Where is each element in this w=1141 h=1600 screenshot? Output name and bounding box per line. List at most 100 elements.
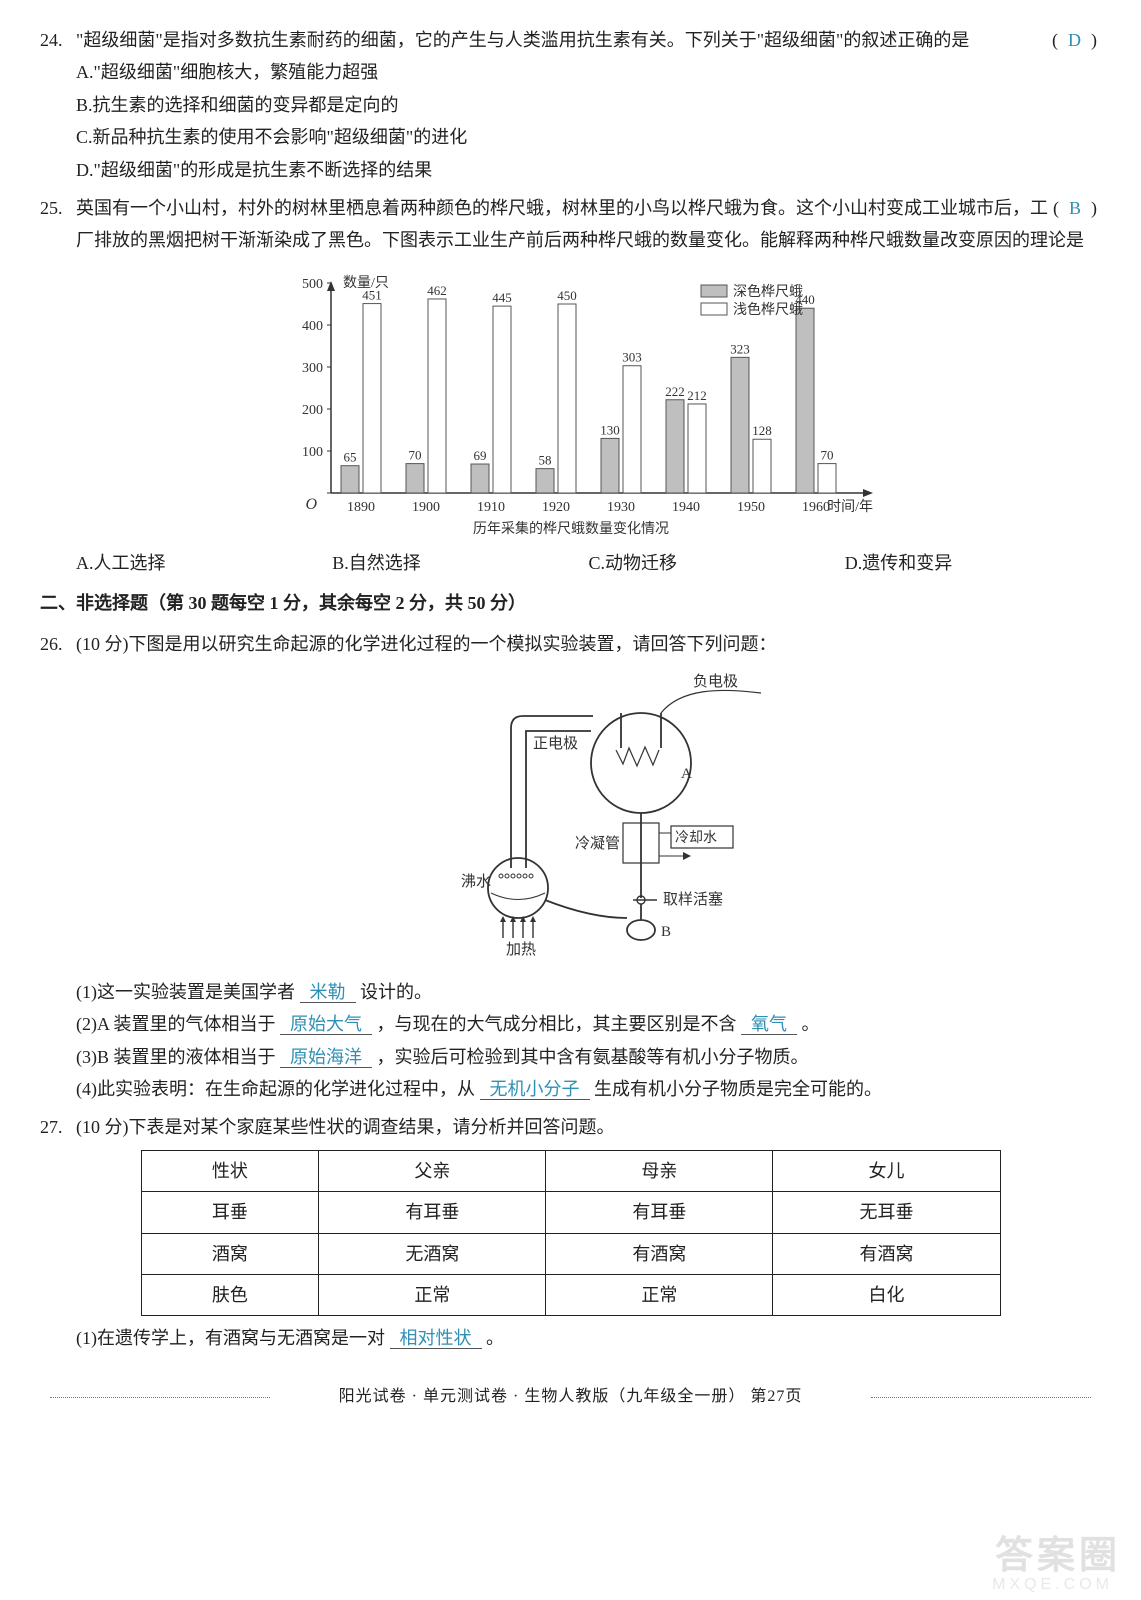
q25-optC: C.动物迁移 [589, 547, 845, 579]
section-2-title: 二、非选择题（第 30 题每空 1 分，其余每空 2 分，共 50 分） [40, 587, 1101, 619]
table-cell: 有酒窝 [546, 1233, 773, 1274]
svg-text:128: 128 [752, 423, 772, 438]
q27-number: 27. [40, 1111, 63, 1143]
q25-optA: A.人工选择 [76, 547, 332, 579]
svg-text:212: 212 [687, 388, 707, 403]
svg-text:70: 70 [408, 447, 421, 462]
svg-text:400: 400 [302, 319, 323, 334]
svg-text:沸水: 沸水 [461, 873, 491, 890]
bar-chart-svg: 100200300400500O数量/只时间/年6545118907046219… [261, 263, 881, 543]
question-26: 26. (10 分)下图是用以研究生命起源的化学进化过程的一个模拟实验装置，请回… [40, 628, 1101, 1106]
svg-text:A: A [681, 766, 692, 782]
table-cell: 有耳垂 [546, 1192, 773, 1233]
svg-text:1950: 1950 [737, 500, 765, 515]
table-cell: 无酒窝 [319, 1233, 546, 1274]
table-cell: 正常 [319, 1275, 546, 1316]
svg-text:加热: 加热 [506, 941, 536, 958]
q26-part1: (1)这一实验装置是美国学者 米勒 设计的。 [76, 976, 1101, 1008]
q25-optD: D.遗传和变异 [845, 547, 1101, 579]
q25-answer: B [1063, 198, 1091, 218]
svg-text:历年采集的桦尺蛾数量变化情况: 历年采集的桦尺蛾数量变化情况 [473, 520, 669, 537]
svg-text:1910: 1910 [477, 500, 505, 515]
svg-text:200: 200 [302, 403, 323, 418]
q25-number: 25. [40, 192, 63, 224]
q26-blank-2b: 氧气 [741, 1014, 797, 1035]
table-cell: 白化 [773, 1275, 1000, 1316]
q25-answer-slot: (B) [1053, 192, 1101, 224]
question-25: 25. (B) 英国有一个小山村，村外的树林里栖息着两种颜色的桦尺蛾，树林里的小… [40, 192, 1101, 579]
svg-text:462: 462 [427, 283, 447, 298]
q24-answer-slot: (D) [1052, 24, 1101, 56]
q26-blank-2a: 原始大气 [280, 1014, 372, 1035]
svg-text:O: O [305, 496, 317, 513]
svg-text:303: 303 [622, 349, 642, 364]
table-cell: 酒窝 [141, 1233, 319, 1274]
svg-text:1940: 1940 [672, 500, 700, 515]
question-24: 24. (D) "超级细菌"是指对多数抗生素耐药的细菌，它的产生与人类滥用抗生素… [40, 24, 1101, 186]
svg-text:222: 222 [665, 383, 685, 398]
svg-text:B: B [661, 924, 671, 940]
svg-text:1890: 1890 [347, 500, 375, 515]
q27-part1: (1)在遗传学上，有酒窝与无酒窝是一对 相对性状 。 [40, 1322, 1101, 1354]
q26-stem: (10 分)下图是用以研究生命起源的化学进化过程的一个模拟实验装置，请回答下列问… [76, 634, 776, 654]
svg-text:100: 100 [302, 445, 323, 460]
watermark-sub: MXQE.COM [992, 1571, 1113, 1600]
svg-text:冷凝管: 冷凝管 [575, 835, 620, 852]
table-cell: 肤色 [141, 1275, 319, 1316]
q24-answer: D [1062, 30, 1091, 50]
q26-blank-1: 米勒 [300, 982, 356, 1003]
svg-text:正电极: 正电极 [533, 735, 578, 752]
table-header: 父亲 [319, 1150, 546, 1191]
svg-text:445: 445 [492, 290, 512, 305]
q27-stem: (10 分)下表是对某个家庭某些性状的调查结果，请分析并回答问题。 [76, 1117, 615, 1137]
q26-blank-3: 原始海洋 [280, 1047, 372, 1068]
svg-text:323: 323 [730, 341, 750, 356]
svg-text:130: 130 [600, 422, 620, 437]
svg-text:451: 451 [362, 287, 382, 302]
q26-diagram: 负电极正电极沸水加热 冷凝管 冷却水取样活塞 B A [40, 668, 1101, 968]
q24-optC: C.新品种抗生素的使用不会影响"超级细菌"的进化 [76, 121, 1101, 153]
svg-text:1930: 1930 [607, 500, 635, 515]
svg-text:冷却水: 冷却水 [675, 830, 717, 846]
q24-number: 24. [40, 24, 63, 56]
q24-stem: "超级细菌"是指对多数抗生素耐药的细菌，它的产生与人类滥用抗生素有关。下列关于"… [76, 30, 969, 50]
svg-text:1960: 1960 [802, 500, 830, 515]
q26-part2: (2)A 装置里的气体相当于 原始大气 ，与现在的大气成分相比，其主要区别是不含… [76, 1008, 1101, 1040]
svg-text:1900: 1900 [412, 500, 440, 515]
svg-text:65: 65 [343, 449, 356, 464]
svg-text:负电极: 负电极 [693, 673, 738, 690]
table-cell: 正常 [546, 1275, 773, 1316]
table-cell: 有酒窝 [773, 1233, 1000, 1274]
q26-part4: (4)此实验表明：在生命起源的化学进化过程中，从 无机小分子 生成有机小分子物质… [76, 1073, 1101, 1105]
q24-optB: B.抗生素的选择和细菌的变异都是定向的 [76, 89, 1101, 121]
q24-optA: A."超级细菌"细胞核大，繁殖能力超强 [76, 56, 1101, 88]
table-cell: 无耳垂 [773, 1192, 1000, 1233]
q26-part3: (3)B 装置里的液体相当于 原始海洋 ，实验后可检验到其中含有氨基酸等有机小分… [76, 1041, 1101, 1073]
q25-stem: 英国有一个小山村，村外的树林里栖息着两种颜色的桦尺蛾，树林里的小鸟以桦尺蛾为食。… [76, 198, 1084, 250]
page-footer: 阳光试卷 · 单元测试卷 · 生物人教版（九年级全一册） 第27页 [40, 1383, 1101, 1412]
svg-text:深色桦尺蛾: 深色桦尺蛾 [733, 283, 803, 300]
svg-text:450: 450 [557, 288, 577, 303]
svg-text:浅色桦尺蛾: 浅色桦尺蛾 [733, 301, 803, 318]
q25-chart: 100200300400500O数量/只时间/年6545118907046219… [40, 263, 1101, 543]
q24-optD: D."超级细菌"的形成是抗生素不断选择的结果 [76, 154, 1101, 186]
table-header: 母亲 [546, 1150, 773, 1191]
q26-number: 26. [40, 628, 63, 660]
miller-svg: 负电极正电极沸水加热 冷凝管 冷却水取样活塞 B A [361, 668, 781, 968]
svg-text:取样活塞: 取样活塞 [663, 890, 723, 908]
q27-blank-1: 相对性状 [390, 1328, 482, 1349]
watermark: 答案圈 [995, 1522, 1121, 1590]
q26-blank-4: 无机小分子 [480, 1079, 590, 1100]
svg-text:58: 58 [538, 452, 551, 467]
table-row: 耳垂有耳垂有耳垂无耳垂 [141, 1192, 1000, 1233]
svg-text:69: 69 [473, 448, 486, 463]
svg-text:500: 500 [302, 277, 323, 292]
q27-table: 性状父亲母亲女儿 耳垂有耳垂有耳垂无耳垂酒窝无酒窝有酒窝有酒窝肤色正常正常白化 [141, 1150, 1001, 1317]
q25-optB: B.自然选择 [332, 547, 588, 579]
table-row: 酒窝无酒窝有酒窝有酒窝 [141, 1233, 1000, 1274]
table-row: 肤色正常正常白化 [141, 1275, 1000, 1316]
svg-text:70: 70 [820, 447, 833, 462]
question-27: 27. (10 分)下表是对某个家庭某些性状的调查结果，请分析并回答问题。 性状… [40, 1111, 1101, 1354]
svg-text:时间/年: 时间/年 [827, 499, 873, 515]
table-cell: 耳垂 [141, 1192, 319, 1233]
